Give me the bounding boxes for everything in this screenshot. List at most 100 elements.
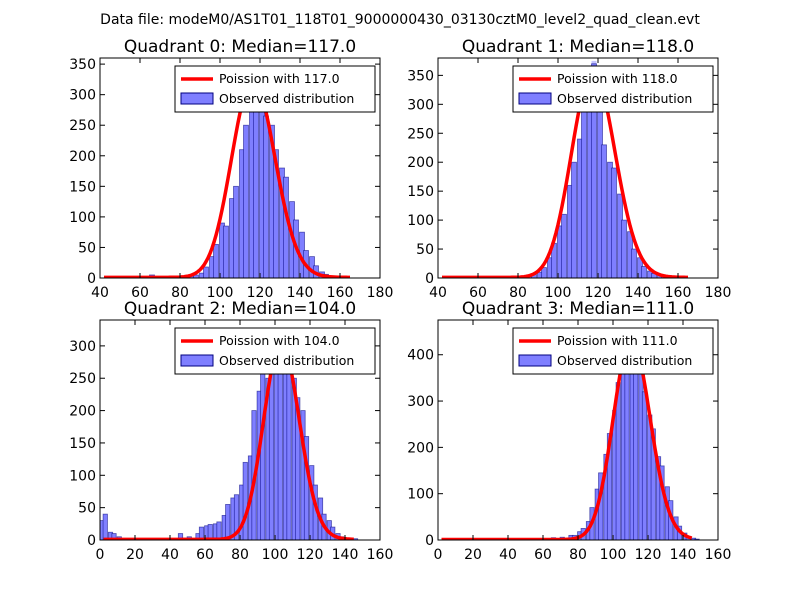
- legend: Poission with 111.0 Observed distribution: [512, 327, 714, 375]
- histogram-bar: [273, 149, 279, 278]
- histogram-bar: [242, 461, 248, 540]
- y-tick-label: 100: [69, 210, 96, 226]
- y-tick-label: 100: [407, 487, 434, 503]
- legend-observed-swatch: [180, 354, 214, 367]
- histogram-bar: [283, 176, 289, 278]
- y-tick-label: 0: [425, 271, 434, 287]
- histogram-bar: [223, 225, 229, 278]
- legend-observed-label: Observed distribution: [219, 353, 354, 368]
- histogram-bar: [203, 266, 209, 278]
- y-tick-label: 300: [69, 88, 96, 104]
- histogram-bar: [571, 161, 577, 278]
- x-tick-label: 80: [569, 547, 587, 563]
- y-tick-label: 100: [407, 213, 434, 229]
- x-tick-label: 160: [327, 285, 354, 301]
- legend-observed-swatch: [518, 354, 552, 367]
- subplot-title: Quadrant 3: Median=111.0: [462, 299, 694, 319]
- y-tick-label: 50: [416, 242, 434, 258]
- subplot-quadrant-0: 40 60 80 100 120 140 160 180 0 50 100 150 200 250 300 3…: [69, 37, 393, 301]
- subplot-quadrant-3: 0 20 40 60 80 100 120 140 160 0 100 200 300 400 Quadra…: [407, 299, 731, 563]
- legend: Poission with 117.0 Observed distribution: [174, 65, 376, 113]
- x-tick-label: 40: [161, 547, 179, 563]
- histogram-bar: [225, 504, 231, 540]
- x-tick-label: 100: [207, 285, 234, 301]
- y-tick-label: 200: [69, 404, 96, 420]
- histogram-bar: [213, 243, 219, 278]
- y-tick-label: 300: [407, 97, 434, 113]
- y-tick-label: 150: [69, 179, 96, 195]
- y-tick-label: 50: [78, 240, 96, 256]
- x-tick-label: 120: [585, 285, 612, 301]
- histogram-bar: [591, 63, 597, 278]
- x-tick-label: 40: [499, 547, 517, 563]
- histogram-bar: [641, 391, 648, 540]
- y-tick-label: 350: [407, 68, 434, 84]
- plot-area: [441, 329, 700, 540]
- legend-poisson-label: Poission with 111.0: [557, 333, 678, 348]
- y-tick-label: 200: [407, 440, 434, 456]
- x-tick-label: 0: [434, 547, 443, 563]
- histogram-bar: [631, 248, 637, 278]
- x-tick-label: 40: [91, 285, 109, 301]
- legend: Poission with 104.0 Observed distribution: [174, 327, 376, 375]
- subplot-title: Quadrant 0: Median=117.0: [124, 37, 356, 57]
- x-tick-label: 0: [96, 547, 105, 563]
- histogram-bar: [601, 144, 607, 278]
- x-tick-label: 180: [705, 285, 732, 301]
- x-tick-label: 60: [469, 285, 487, 301]
- histogram-bar: [611, 167, 617, 278]
- x-tick-label: 160: [367, 547, 394, 563]
- y-tick-label: 250: [69, 118, 96, 134]
- poisson-curve: [442, 69, 688, 278]
- legend-box: [512, 65, 714, 113]
- y-tick-label: 150: [407, 184, 434, 200]
- legend-observed-swatch: [518, 92, 552, 105]
- y-tick-label: 100: [69, 468, 96, 484]
- histogram-bar: [641, 266, 647, 278]
- x-tick-label: 40: [429, 285, 447, 301]
- x-tick-label: 100: [262, 547, 289, 563]
- legend-poisson-label: Poission with 104.0: [219, 333, 340, 348]
- x-tick-label: 120: [297, 547, 324, 563]
- y-tick-label: 400: [407, 348, 434, 364]
- legend-observed-label: Observed distribution: [557, 353, 692, 368]
- x-tick-label: 120: [247, 285, 274, 301]
- poisson-curve: [104, 78, 350, 278]
- y-tick-label: 300: [407, 394, 434, 410]
- histogram-bar: [260, 371, 266, 540]
- legend: Poission with 118.0 Observed distribution: [512, 65, 714, 113]
- histogram-bar: [198, 526, 205, 540]
- x-tick-label: 140: [287, 285, 314, 301]
- subplot-title: Quadrant 1: Median=118.0: [462, 37, 694, 57]
- y-tick-label: 0: [425, 533, 434, 549]
- legend-observed-label: Observed distribution: [557, 91, 692, 106]
- subplot-quadrant-2: 0 20 40 60 80 100 120 140 160 0 50 100 150 200 250 300 Q…: [69, 299, 393, 563]
- histogram-bar: [263, 115, 269, 278]
- x-tick-label: 80: [171, 285, 189, 301]
- y-tick-label: 0: [87, 533, 96, 549]
- poisson-curve: [103, 340, 354, 540]
- y-tick-label: 200: [69, 149, 96, 165]
- histogram-bar: [193, 274, 199, 278]
- x-tick-label: 20: [464, 547, 482, 563]
- legend-observed-swatch: [180, 92, 214, 105]
- x-tick-label: 100: [600, 547, 627, 563]
- histogram-bar: [253, 106, 259, 278]
- y-tick-label: 150: [69, 436, 96, 452]
- histogram-bar: [286, 351, 292, 540]
- histogram-bar: [621, 219, 627, 278]
- x-tick-label: 140: [670, 547, 697, 563]
- subplot-title: Quadrant 2: Median=104.0: [124, 299, 356, 319]
- y-tick-label: 300: [69, 339, 96, 355]
- x-tick-label: 20: [126, 547, 144, 563]
- x-tick-label: 140: [332, 547, 359, 563]
- axes-frame: [437, 57, 719, 279]
- axes-frame: [99, 57, 381, 279]
- x-tick-label: 160: [705, 547, 732, 563]
- histogram-bar: [177, 533, 184, 540]
- x-tick-label: 160: [665, 285, 692, 301]
- y-tick-label: 250: [69, 371, 96, 387]
- histogram-bar: [659, 465, 665, 540]
- histogram-bar: [633, 358, 639, 540]
